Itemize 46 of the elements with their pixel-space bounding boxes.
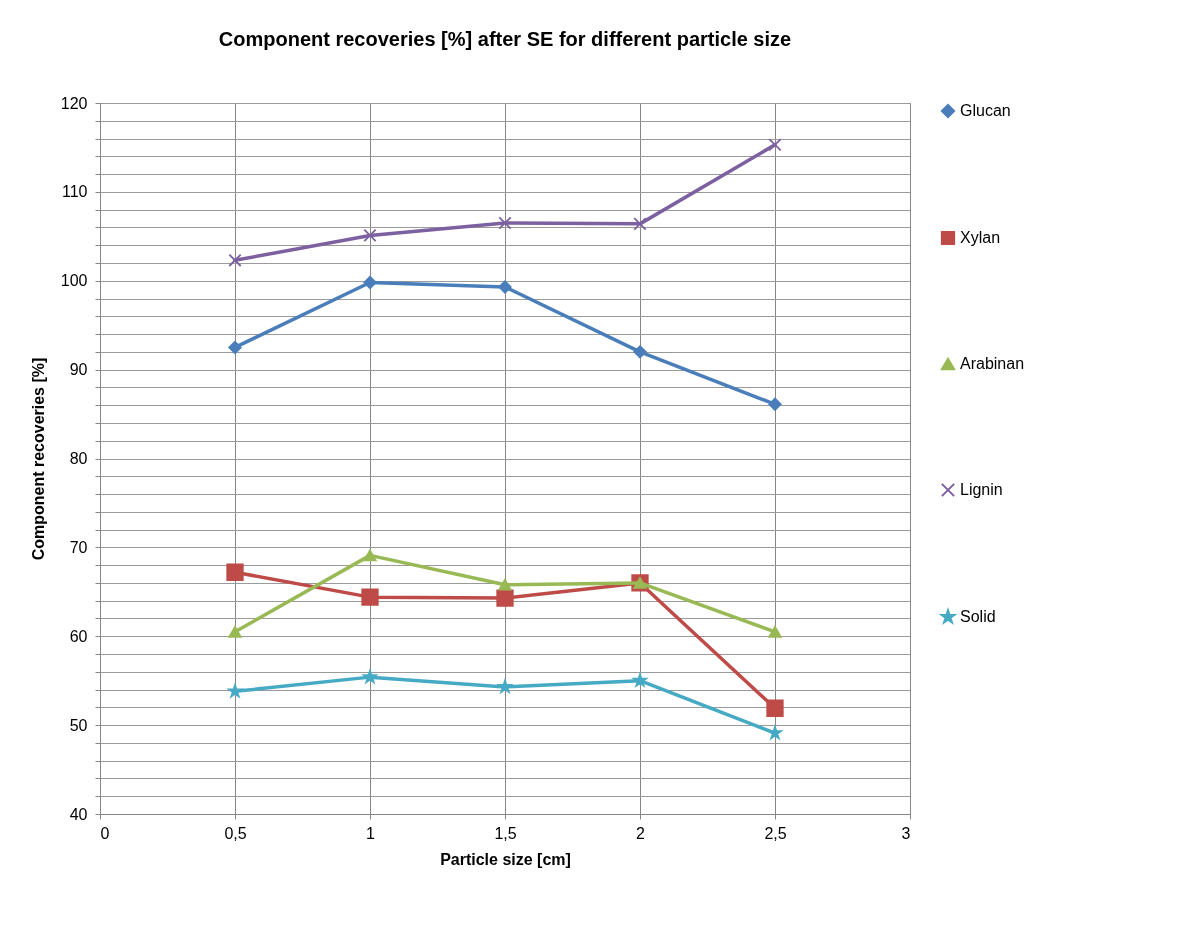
y-tick-label: 60 (69, 627, 88, 645)
x-tick-label: 0 (100, 824, 110, 842)
point (633, 345, 647, 359)
y-tick-label: 40 (69, 805, 88, 823)
point (228, 340, 242, 355)
x-tick-label: 2 (636, 824, 646, 842)
point (768, 725, 782, 740)
point (498, 216, 512, 230)
point (496, 589, 514, 607)
legend-label: Arabinan (960, 355, 1025, 372)
point (768, 397, 782, 411)
point (226, 563, 244, 581)
x-tick-label: 2,5 (764, 824, 787, 842)
point (498, 280, 512, 294)
y-tick-label: 90 (69, 361, 88, 379)
point (633, 217, 647, 231)
point (228, 253, 242, 267)
legend-label: Xylan (960, 229, 1001, 246)
y-tick-label: 120 (60, 94, 88, 112)
chart-title: Component recoveries [%] after SE for different particle size (218, 28, 792, 50)
y-tick-label: 110 (61, 183, 88, 201)
y-tick-label: 80 (69, 450, 88, 467)
point (363, 549, 377, 562)
point (498, 578, 512, 591)
x-tick-label: 0,5 (224, 824, 247, 842)
point (228, 625, 242, 638)
y-tick-label: 50 (69, 716, 88, 734)
x-tick-label: 3 (901, 824, 911, 842)
point (766, 699, 784, 717)
x-tick-label: 1 (366, 824, 376, 842)
y-tick-label: 100 (60, 272, 88, 290)
y-axis-title: Component recoveries [%] (29, 357, 47, 561)
point (768, 138, 782, 152)
point (363, 275, 377, 290)
x-axis-title: Particle size [cm] (440, 850, 571, 868)
point (361, 588, 379, 606)
point (363, 228, 377, 243)
point (228, 684, 242, 698)
legend-label: Solid (960, 608, 996, 625)
point (498, 679, 512, 693)
point (768, 625, 782, 638)
point (363, 669, 377, 684)
legend-label: Glucan (960, 102, 1011, 119)
x-tick-label: 1,5 (494, 824, 517, 842)
y-tick-label: 70 (69, 538, 88, 556)
legend-label: Lignin (960, 481, 1003, 498)
